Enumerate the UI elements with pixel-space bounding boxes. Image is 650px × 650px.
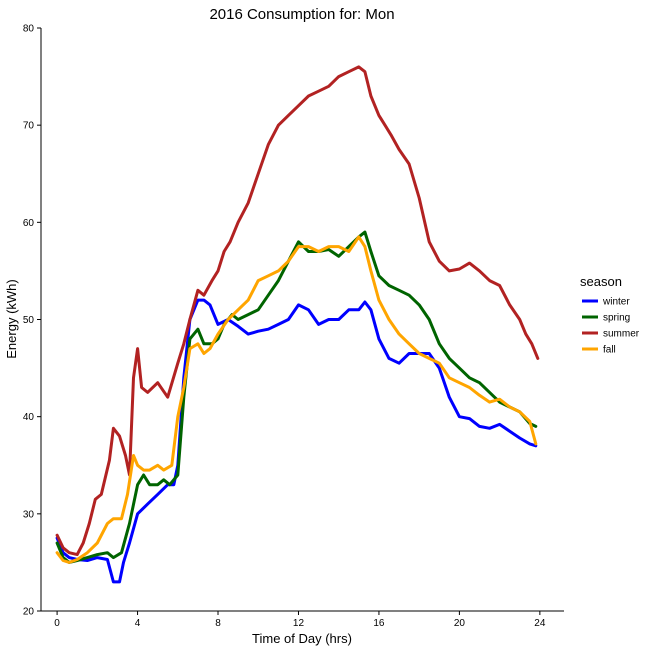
legend: season winter spring summer fall — [580, 274, 640, 356]
plot-area: 20 30 40 50 60 70 80 0 4 8 12 16 20 24 — [23, 24, 564, 629]
y-tick-label: 50 — [23, 315, 35, 326]
x-axis-ticks: 0 4 8 12 16 20 24 — [54, 611, 546, 629]
x-tick-label: 8 — [215, 618, 221, 629]
series-line-spring — [55, 230, 538, 564]
y-tick-label: 30 — [23, 509, 35, 520]
legend-items: winter spring summer fall — [582, 297, 640, 356]
series-layer — [55, 65, 540, 584]
y-axis-ticks: 20 30 40 50 60 70 80 — [23, 24, 41, 618]
x-tick-label: 0 — [54, 618, 60, 629]
legend-label-summer: summer — [603, 329, 640, 340]
x-tick-label: 12 — [293, 618, 305, 629]
chart-title: 2016 Consumption for: Mon — [209, 6, 394, 23]
x-tick-label: 16 — [373, 618, 385, 629]
x-tick-label: 24 — [534, 618, 546, 629]
series-line-winter — [55, 298, 538, 584]
y-tick-label: 60 — [23, 218, 35, 229]
x-tick-label: 20 — [454, 618, 466, 629]
legend-label-winter: winter — [602, 297, 630, 308]
y-tick-label: 80 — [23, 24, 35, 35]
y-tick-label: 20 — [23, 607, 35, 618]
x-axis-title: Time of Day (hrs) — [252, 631, 352, 646]
legend-label-fall: fall — [603, 345, 616, 356]
x-tick-label: 4 — [135, 618, 141, 629]
legend-title: season — [580, 274, 622, 289]
y-axis-title: Energy (kWh) — [4, 279, 19, 358]
y-tick-label: 70 — [23, 121, 35, 132]
legend-label-spring: spring — [603, 313, 630, 324]
series-line-summer — [55, 65, 540, 557]
series-line-fall — [55, 235, 538, 564]
y-tick-label: 40 — [23, 412, 35, 423]
